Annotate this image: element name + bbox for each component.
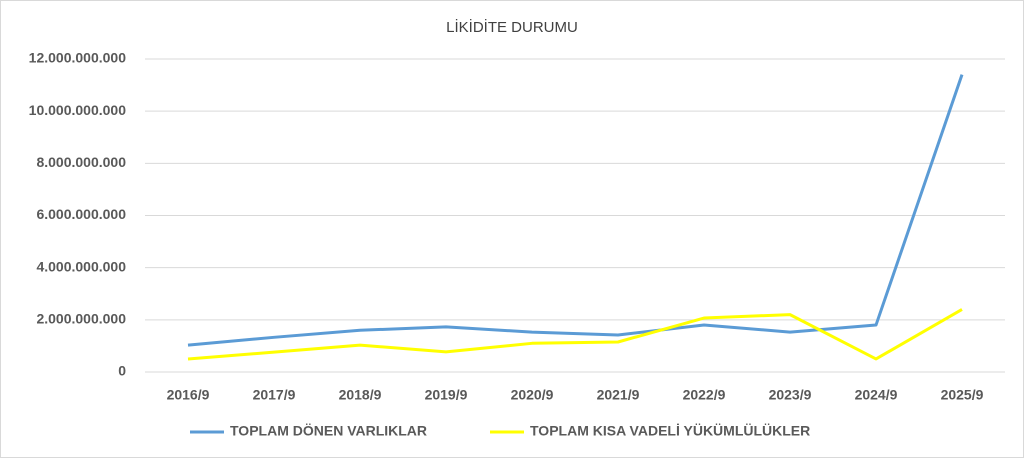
y-tick-label: 0: [118, 363, 126, 379]
series-line: [187, 74, 964, 347]
x-tick-label: 2017/9: [253, 387, 296, 403]
y-tick-label: 6.000.000.000: [36, 206, 126, 222]
legend-label: TOPLAM KISA VADELİ YÜKÜMLÜLÜKLER: [530, 423, 810, 439]
x-tick-label: 2016/9: [167, 387, 210, 403]
y-tick-label: 10.000.000.000: [29, 102, 127, 118]
legend-label: TOPLAM DÖNEN VARLIKLAR: [230, 423, 427, 439]
y-tick-label: 2.000.000.000: [36, 311, 126, 327]
x-tick-label: 2022/9: [683, 387, 726, 403]
chart-title: LİKİDİTE DURUMU: [446, 18, 578, 36]
x-tick-label: 2020/9: [511, 387, 554, 403]
y-tick-label: 12.000.000.000: [29, 50, 127, 66]
series-line: [187, 308, 963, 361]
x-tick-label: 2019/9: [425, 387, 468, 403]
y-tick-label: 4.000.000.000: [36, 258, 126, 274]
x-tick-label: 2018/9: [339, 387, 382, 403]
x-tick-label: 2023/9: [769, 387, 812, 403]
x-tick-label: 2025/9: [941, 387, 984, 403]
x-tick-label: 2024/9: [855, 387, 898, 403]
y-tick-label: 8.000.000.000: [36, 154, 126, 170]
x-tick-label: 2021/9: [597, 387, 640, 403]
